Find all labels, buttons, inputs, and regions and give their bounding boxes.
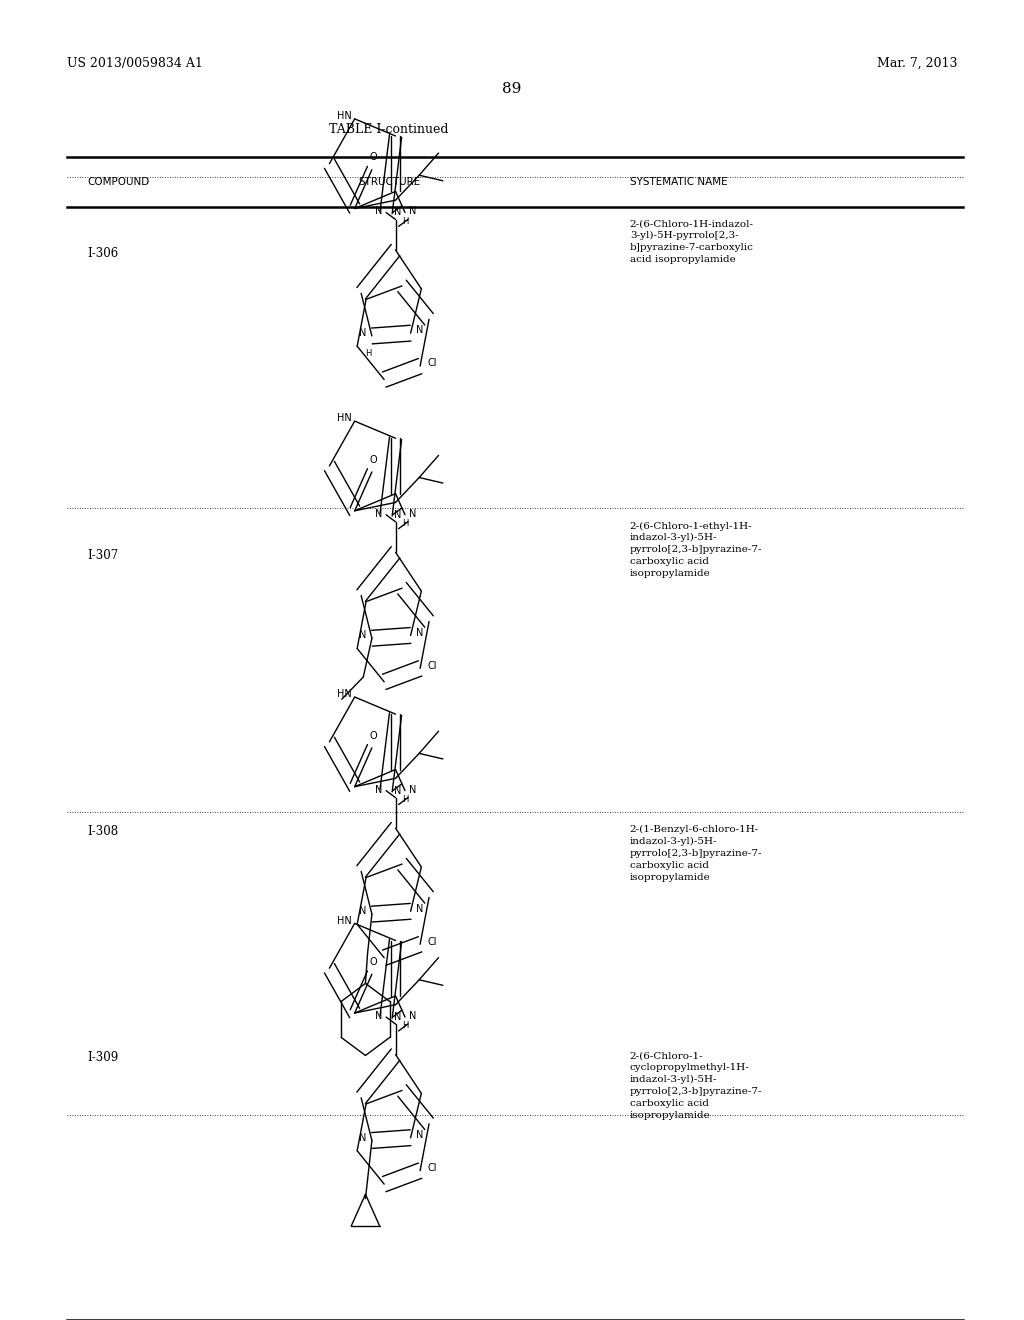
Text: 2-(6-Chloro-1-
cyclopropylmethyl-1H-
indazol-3-yl)-5H-
pyrrolo[2,3-b]pyrazine-7-: 2-(6-Chloro-1- cyclopropylmethyl-1H- ind… [630,1051,762,1119]
Text: Cl: Cl [427,358,437,368]
Text: N: N [358,1133,367,1143]
Text: N: N [394,510,401,520]
Text: 2-(6-Chloro-1-ethyl-1H-
indazol-3-yl)-5H-
pyrrolo[2,3-b]pyrazine-7-
carboxylic a: 2-(6-Chloro-1-ethyl-1H- indazol-3-yl)-5H… [630,521,762,578]
Text: COMPOUND: COMPOUND [87,177,150,187]
Text: H: H [401,1022,409,1031]
Text: N: N [375,206,382,216]
Text: STRUCTURE: STRUCTURE [358,177,420,187]
Text: I-308: I-308 [87,825,118,838]
Text: N: N [409,1011,417,1020]
Text: I-307: I-307 [87,549,119,562]
Text: HN: HN [337,413,351,424]
Text: N: N [416,326,423,335]
Text: O: O [370,455,378,465]
Text: 2-(6-Chloro-1H-indazol-
3-yl)-5H-pyrrolo[2,3-
b]pyrazine-7-carboxylic
acid isopr: 2-(6-Chloro-1H-indazol- 3-yl)-5H-pyrrolo… [630,219,754,264]
Text: N: N [375,784,382,795]
Text: N: N [358,907,367,916]
Text: O: O [370,957,378,968]
Text: HN: HN [337,111,351,121]
Text: N: N [394,207,401,218]
Text: HN: HN [337,916,351,925]
Text: N: N [409,508,417,519]
Text: N: N [416,628,423,638]
Text: SYSTEMATIC NAME: SYSTEMATIC NAME [630,177,727,187]
Text: H: H [401,216,409,226]
Text: N: N [358,329,367,338]
Text: N: N [358,631,367,640]
Text: TABLE I-continued: TABLE I-continued [330,123,449,136]
Text: O: O [370,153,378,162]
Text: I-309: I-309 [87,1051,119,1064]
Text: N: N [416,904,423,913]
Text: H: H [366,350,372,358]
Text: N: N [394,785,401,796]
Text: N: N [375,1011,382,1020]
Text: H: H [401,519,409,528]
Text: Cl: Cl [427,936,437,946]
Text: N: N [375,508,382,519]
Text: O: O [370,731,378,741]
Text: Mar. 7, 2013: Mar. 7, 2013 [877,57,957,70]
Text: 2-(1-Benzyl-6-chloro-1H-
indazol-3-yl)-5H-
pyrrolo[2,3-b]pyrazine-7-
carboxylic : 2-(1-Benzyl-6-chloro-1H- indazol-3-yl)-5… [630,825,762,882]
Text: I-306: I-306 [87,247,119,260]
Text: Cl: Cl [427,660,437,671]
Text: US 2013/0059834 A1: US 2013/0059834 A1 [67,57,203,70]
Text: 89: 89 [503,82,521,96]
Text: N: N [409,206,417,216]
Text: N: N [416,1130,423,1140]
Text: HN: HN [337,689,351,700]
Text: N: N [409,784,417,795]
Text: H: H [401,795,409,804]
Text: Cl: Cl [427,1163,437,1173]
Text: N: N [394,1012,401,1022]
